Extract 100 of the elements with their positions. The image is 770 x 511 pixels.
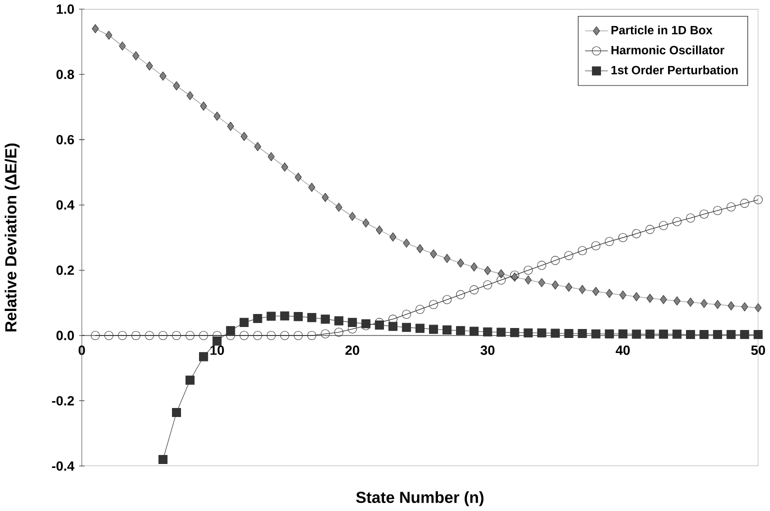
x-tick-label: 40 [616,346,630,356]
point [348,318,357,328]
point [334,316,344,326]
point [728,301,735,311]
point [646,294,654,303]
point [687,298,694,307]
point [212,336,222,346]
x-axis-title: State Number (n) [356,491,484,506]
point [591,330,600,339]
point [160,72,166,81]
point [402,323,411,332]
point [254,142,262,152]
point [619,290,626,300]
point [498,269,505,279]
point [658,330,668,339]
point [632,330,641,339]
point [686,330,696,340]
point [214,112,221,121]
point [470,326,479,336]
legend-label: 1st Order Perturbation [611,66,738,75]
point [227,122,234,132]
point [592,287,600,296]
x-tick-label: 30 [480,346,494,356]
point [524,276,532,285]
point [564,329,574,338]
point [714,300,722,310]
y-tick-label: 1.0 [56,4,74,14]
legend-label: Particle in 1D Box [612,26,712,35]
y-tick-label: -0.2 [52,396,74,406]
y-tick-label: 0.8 [56,70,74,80]
point [604,330,614,339]
y-tick-label: -0.4 [52,462,74,471]
point [726,330,736,340]
point [700,299,708,308]
point [253,314,262,324]
point [403,238,410,248]
point [618,330,628,339]
point [538,278,546,288]
point [442,326,452,335]
point [632,292,640,302]
point [470,262,478,272]
y-axis-title: Relative Deviation (ΔE/E) [4,144,20,332]
point [444,254,450,264]
point [550,328,560,338]
point [172,408,182,418]
point [524,328,533,338]
point [578,285,586,294]
legend-label: Harmonic Oscillator [612,46,724,55]
point [186,376,195,385]
point [118,42,126,51]
point [674,296,680,306]
point [565,282,572,292]
point [320,314,330,324]
point [374,320,384,330]
point [266,312,276,321]
point [146,62,153,71]
point [430,250,437,259]
x-tick-label: 50 [751,346,766,356]
point [754,303,762,312]
point [132,51,140,61]
point [376,226,383,235]
point [158,455,168,464]
y-tick-label: 0.4 [56,200,74,210]
point [388,322,398,332]
point [92,24,99,34]
point [348,212,356,222]
point [457,258,464,268]
point [240,132,248,142]
x-tick-label: 20 [345,346,360,356]
point [240,318,249,328]
point [754,330,763,340]
point [713,330,722,340]
point [226,326,236,336]
point [268,152,275,162]
y-tick-label: 0.0 [56,330,74,340]
point [552,280,559,290]
point [606,289,613,298]
point [496,328,506,337]
point [200,102,208,111]
point [308,183,316,192]
point [199,352,208,362]
point [335,202,342,212]
point [672,330,682,339]
point [281,162,288,172]
point [186,91,194,100]
point [537,328,546,338]
point [280,312,290,321]
point [740,330,750,340]
point [322,193,329,202]
point [294,312,303,322]
y-tick-label: 0.6 [56,135,74,145]
point [510,328,520,338]
point [362,218,370,228]
point [645,330,654,339]
point [415,324,425,334]
point [660,295,667,304]
point [389,232,396,242]
point [294,172,302,182]
point [416,244,424,254]
point [173,82,180,91]
